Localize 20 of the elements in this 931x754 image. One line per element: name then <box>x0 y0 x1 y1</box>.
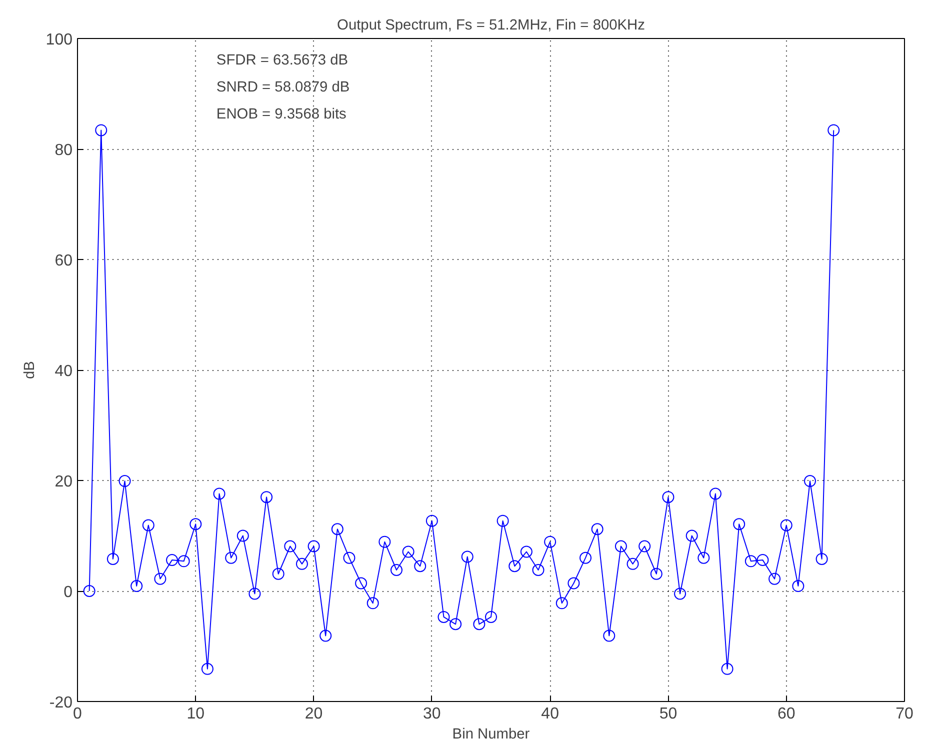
annotation: SNRD = 58.0879 dB <box>216 80 350 96</box>
y-tick-label: 80 <box>54 142 73 159</box>
y-axis-title: dB <box>22 361 38 379</box>
chart-title: Output Spectrum, Fs = 51.2MHz, Fin = 800KHz <box>337 18 645 34</box>
y-tick-label: 40 <box>54 363 73 380</box>
annotation: SFDR = 63.5673 dB <box>216 52 348 68</box>
x-tick-label: 50 <box>659 706 678 722</box>
y-tick-label: 100 <box>46 32 73 48</box>
annotation: ENOB = 9.3568 bits <box>216 106 346 122</box>
y-tick-label: 0 <box>64 584 73 601</box>
x-tick-label: 20 <box>304 706 323 722</box>
y-tick-label: -20 <box>49 694 73 712</box>
y-tick-label: 60 <box>54 252 73 270</box>
x-tick-label: 70 <box>896 706 914 722</box>
x-tick-label: 60 <box>777 706 796 722</box>
x-tick-label: 10 <box>186 706 205 722</box>
x-tick-label: 30 <box>423 706 441 722</box>
x-tick-label: 40 <box>541 706 560 722</box>
y-tick-label: 20 <box>54 474 73 490</box>
x-axis-title: Bin Number <box>452 726 530 742</box>
